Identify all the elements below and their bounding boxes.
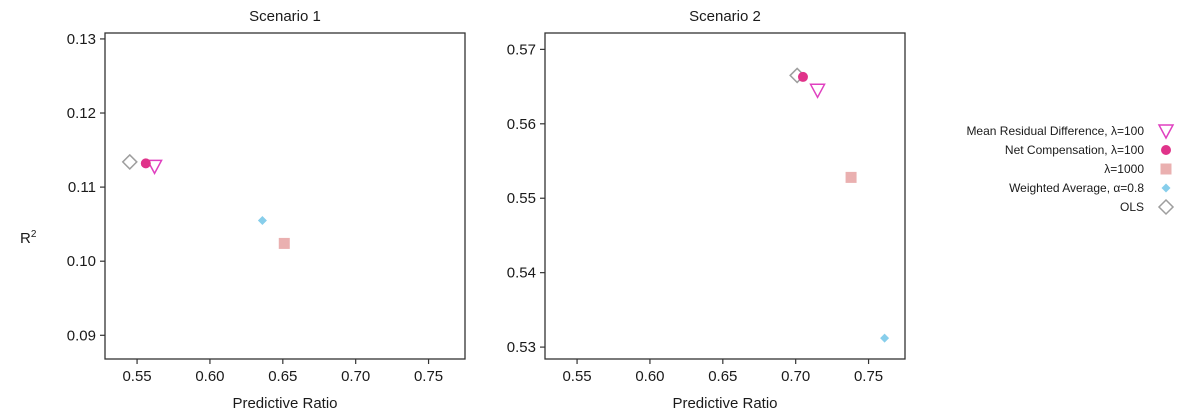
legend-label: Weighted Average, α=0.8 <box>1009 181 1144 195</box>
x-tick-label: 0.70 <box>341 368 370 385</box>
x-tick-label: 0.55 <box>122 368 151 385</box>
legend: Mean Residual Difference, λ=100 Net Compe… <box>966 124 1175 216</box>
x-axis-label: Predictive Ratio <box>232 395 337 412</box>
legend-label: Net Compensation, λ=100 <box>1005 143 1144 157</box>
x-axis-label: Predictive Ratio <box>672 395 777 412</box>
x-tick-label: 0.75 <box>854 368 883 385</box>
x-tick-label: 0.65 <box>708 368 737 385</box>
panel-scenario-1: Scenario 1 Predictive Ratio 0.55 0.60 0.65 0.… <box>67 8 466 412</box>
point-net-compensation-100 <box>797 71 808 82</box>
point-weighted-average-0-8 <box>880 333 890 343</box>
shared-y-axis-label: R2 <box>20 229 37 247</box>
panel-scenario-2: Scenario 2 Predictive Ratio 0.55 0.60 0.65 0.… <box>507 8 906 412</box>
y-tick-label: 0.11 <box>68 179 96 196</box>
point-net-compensation-100 <box>140 158 151 169</box>
point-1000 <box>278 237 290 249</box>
y-tick-label: 0.56 <box>507 116 536 133</box>
point-weighted-average-0-8 <box>257 215 267 225</box>
legend-marker <box>1160 163 1172 175</box>
legend-marker <box>1161 183 1171 193</box>
plot-frame <box>544 32 906 360</box>
x-tick-label: 0.55 <box>562 368 591 385</box>
legend-marker <box>1161 145 1171 155</box>
point-mean-residual-difference-100 <box>146 159 163 175</box>
legend-label: λ=1000 <box>1104 162 1144 176</box>
y-tick-label: 0.55 <box>507 190 536 207</box>
point-mean-residual-difference-100 <box>809 83 826 99</box>
x-tick-label: 0.60 <box>635 368 664 385</box>
plot-frame <box>104 32 466 360</box>
y-tick-label: 0.12 <box>67 105 96 122</box>
y-tick-label: 0.13 <box>67 31 96 48</box>
y-tick-label: 0.10 <box>67 253 96 270</box>
y-tick-label: 0.53 <box>507 339 536 356</box>
y-tick-label: 0.09 <box>67 327 96 344</box>
y-tick-label: 0.57 <box>507 41 536 58</box>
x-tick-label: 0.75 <box>414 368 443 385</box>
y-tick-label: 0.54 <box>507 265 536 282</box>
legend-marker <box>1157 124 1175 140</box>
point-1000 <box>845 171 857 183</box>
panel-title: Scenario 1 <box>249 8 321 25</box>
legend-marker <box>1157 198 1175 216</box>
x-tick-label: 0.65 <box>268 368 297 385</box>
legend-label: OLS <box>1120 200 1144 214</box>
panel-title: Scenario 2 <box>689 8 761 25</box>
x-tick-label: 0.70 <box>781 368 810 385</box>
legend-label: Mean Residual Difference, λ=100 <box>966 124 1144 138</box>
point-ols <box>121 153 138 170</box>
x-tick-label: 0.60 <box>195 368 224 385</box>
